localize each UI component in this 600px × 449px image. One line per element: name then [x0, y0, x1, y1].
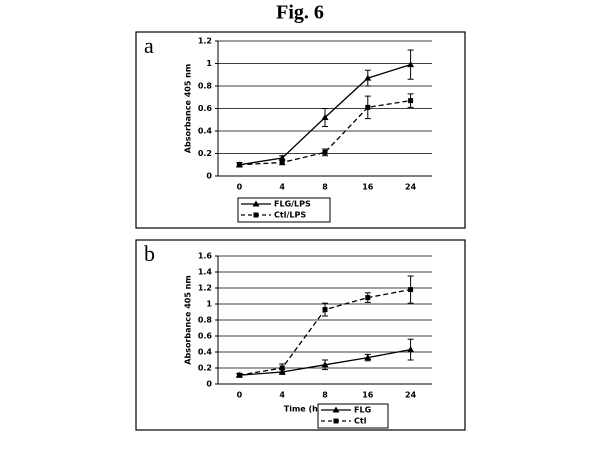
- data-point: [236, 162, 242, 168]
- data-point: [365, 295, 371, 301]
- x-tick-label: 4: [279, 391, 285, 400]
- data-point: [322, 149, 328, 155]
- x-tick-label: 16: [362, 183, 374, 192]
- data-point: [321, 361, 329, 368]
- y-tick-label: 0.8: [198, 316, 213, 325]
- x-tick-label: 4: [279, 183, 285, 192]
- panel-label: b: [144, 241, 155, 266]
- y-tick-label: 0.2: [198, 364, 212, 373]
- y-axis-label: Absorbance 405 nm: [184, 275, 193, 364]
- legend-marker: [333, 418, 339, 424]
- legend-frame: [237, 197, 331, 223]
- x-tick-label: 16: [362, 391, 374, 400]
- data-point: [279, 365, 285, 371]
- legend-marker: [332, 406, 340, 413]
- legend-label: Ctl/LPS: [274, 211, 306, 220]
- x-tick-label: 0: [237, 391, 243, 400]
- data-point: [364, 354, 372, 361]
- data-point: [321, 114, 329, 120]
- y-tick-label: 0.8: [198, 82, 213, 91]
- legend-label: FLG: [354, 406, 371, 415]
- legend-label: Ctl: [354, 417, 367, 426]
- y-tick-label: 0.4: [198, 348, 213, 357]
- data-point: [322, 307, 328, 313]
- y-tick-label: 0.4: [198, 127, 213, 136]
- data-point: [407, 61, 415, 68]
- y-tick-label: 0.6: [198, 332, 213, 341]
- data-point: [236, 372, 242, 378]
- y-tick-label: 0: [206, 172, 212, 181]
- x-tick-label: 0: [237, 183, 243, 192]
- y-tick-label: 1.4: [198, 268, 213, 277]
- data-point: [408, 287, 414, 293]
- data-point: [278, 154, 286, 161]
- y-tick-label: 1.2: [198, 284, 212, 293]
- y-axis-label: Absorbance 405 nm: [184, 64, 193, 153]
- series-line: [239, 99, 411, 166]
- data-point: [407, 346, 415, 353]
- y-tick-label: 1.6: [198, 252, 213, 261]
- panel-label: a: [144, 33, 154, 58]
- legend-frame: [317, 403, 389, 429]
- data-point: [365, 104, 371, 110]
- y-tick-label: 0.2: [198, 149, 212, 158]
- y-tick-label: 0: [206, 380, 212, 389]
- x-tick-label: 24: [405, 391, 417, 400]
- y-tick-label: 1: [206, 300, 212, 309]
- x-tick-label: 24: [405, 183, 417, 192]
- legend-marker: [252, 200, 260, 207]
- data-point: [279, 160, 285, 165]
- figure-title: Fig. 6: [276, 2, 324, 24]
- x-tick-label: 8: [322, 391, 328, 400]
- x-axis-label: Time (hrs): [284, 405, 330, 414]
- legend-label: FLG/LPS: [274, 200, 311, 209]
- legend-marker: [253, 212, 259, 218]
- y-tick-label: 0.6: [198, 104, 213, 113]
- y-tick-label: 1: [206, 59, 212, 68]
- panel-frame: [135, 239, 466, 431]
- x-tick-label: 8: [322, 183, 328, 192]
- y-tick-label: 1.2: [198, 37, 212, 46]
- data-point: [408, 98, 414, 104]
- panel-frame: [135, 31, 466, 229]
- data-point: [364, 74, 372, 81]
